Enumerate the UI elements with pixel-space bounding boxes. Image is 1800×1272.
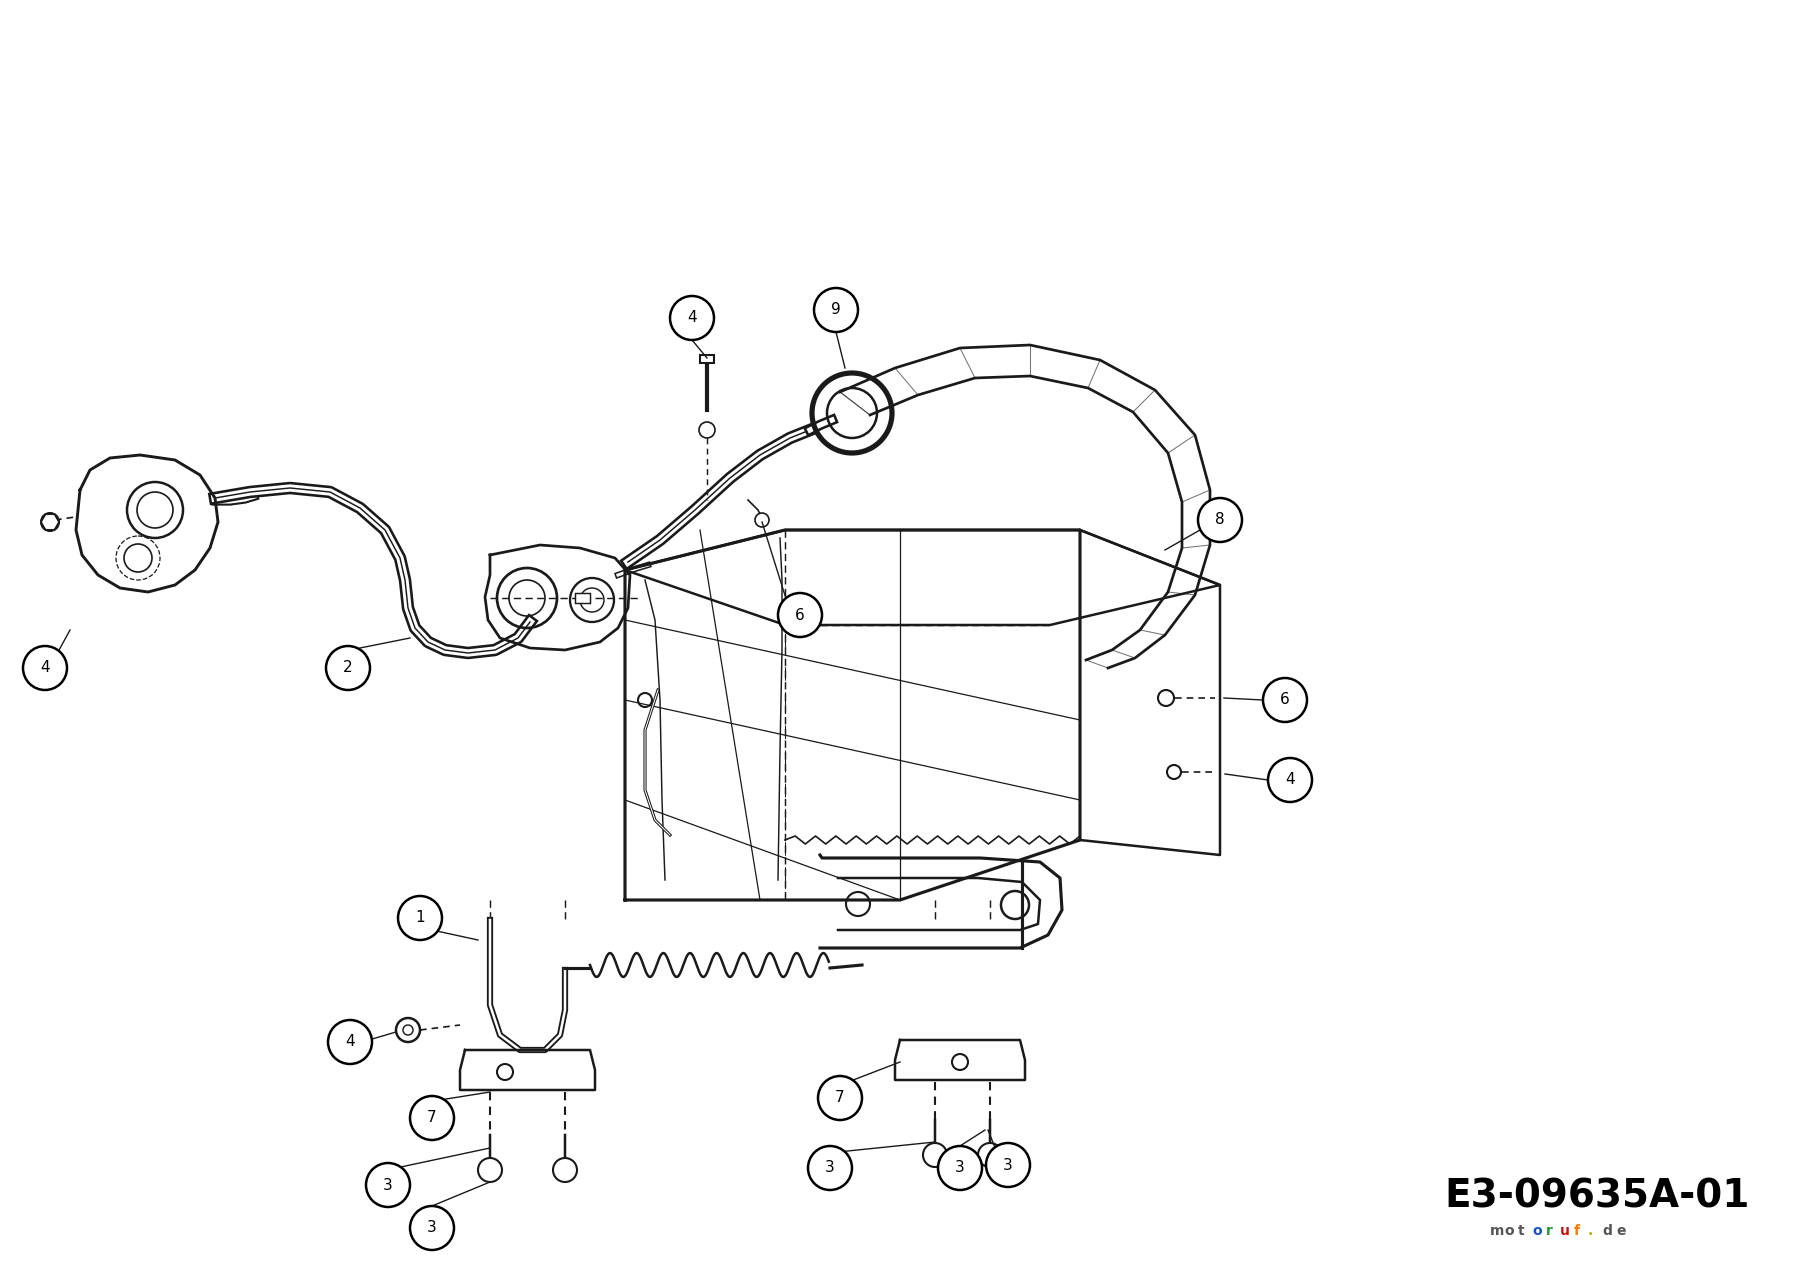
Circle shape xyxy=(403,1025,412,1035)
Text: d: d xyxy=(1602,1224,1611,1238)
Text: 1: 1 xyxy=(416,911,425,926)
Circle shape xyxy=(698,422,715,438)
Circle shape xyxy=(553,1158,578,1182)
Text: 7: 7 xyxy=(835,1090,844,1105)
Text: t: t xyxy=(1517,1224,1525,1238)
Circle shape xyxy=(938,1146,983,1191)
Text: f: f xyxy=(1573,1224,1580,1238)
Circle shape xyxy=(952,1054,968,1070)
Circle shape xyxy=(1267,758,1312,803)
Circle shape xyxy=(398,895,443,940)
Text: 6: 6 xyxy=(1280,692,1291,707)
Text: .: . xyxy=(1588,1224,1593,1238)
Circle shape xyxy=(754,513,769,527)
Circle shape xyxy=(497,1063,513,1080)
Text: m: m xyxy=(1490,1224,1505,1238)
Text: 3: 3 xyxy=(824,1160,835,1175)
Text: 4: 4 xyxy=(1285,772,1294,787)
Circle shape xyxy=(479,1158,502,1182)
Text: 4: 4 xyxy=(40,660,50,675)
Text: 2: 2 xyxy=(344,660,353,675)
Text: 4: 4 xyxy=(346,1034,355,1049)
Text: o: o xyxy=(1505,1224,1514,1238)
Text: 3: 3 xyxy=(956,1160,965,1175)
Circle shape xyxy=(817,1076,862,1121)
Text: e: e xyxy=(1616,1224,1625,1238)
Circle shape xyxy=(1157,689,1174,706)
FancyBboxPatch shape xyxy=(700,355,715,363)
Text: 7: 7 xyxy=(427,1110,437,1126)
Circle shape xyxy=(670,296,715,340)
Text: o: o xyxy=(1532,1224,1541,1238)
Circle shape xyxy=(410,1096,454,1140)
Circle shape xyxy=(778,593,823,637)
Circle shape xyxy=(41,513,59,530)
Text: 9: 9 xyxy=(832,303,841,318)
Circle shape xyxy=(1166,764,1181,778)
Text: 3: 3 xyxy=(1003,1158,1013,1173)
Circle shape xyxy=(923,1144,947,1166)
Circle shape xyxy=(1264,678,1307,722)
Text: 3: 3 xyxy=(383,1178,392,1193)
Circle shape xyxy=(808,1146,851,1191)
Text: 3: 3 xyxy=(427,1221,437,1235)
Text: E3-09635A-01: E3-09635A-01 xyxy=(1445,1177,1750,1215)
Text: u: u xyxy=(1561,1224,1570,1238)
Text: r: r xyxy=(1546,1224,1553,1238)
Circle shape xyxy=(328,1020,373,1063)
Circle shape xyxy=(396,1018,419,1042)
Text: 8: 8 xyxy=(1215,513,1224,528)
Circle shape xyxy=(986,1144,1030,1187)
Circle shape xyxy=(326,646,371,689)
FancyBboxPatch shape xyxy=(574,593,590,603)
Circle shape xyxy=(977,1144,1003,1166)
Circle shape xyxy=(23,646,67,689)
Text: 4: 4 xyxy=(688,310,697,326)
Circle shape xyxy=(410,1206,454,1250)
Circle shape xyxy=(365,1163,410,1207)
Text: 6: 6 xyxy=(796,608,805,622)
Circle shape xyxy=(814,287,859,332)
Circle shape xyxy=(1199,499,1242,542)
